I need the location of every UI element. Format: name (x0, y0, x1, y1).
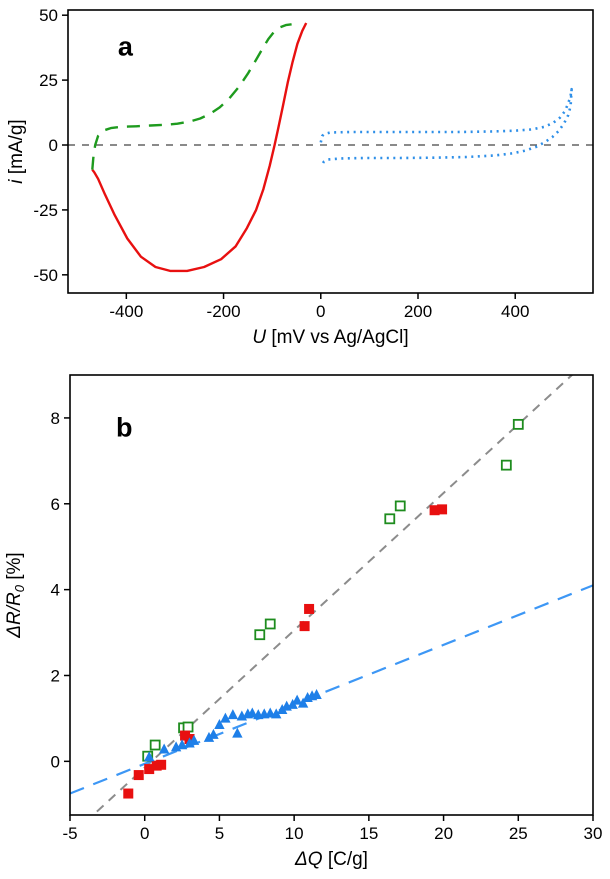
x-tick-label: -400 (109, 302, 143, 321)
x-tick-label: 20 (434, 824, 453, 843)
series-cv-positive-window-blue-dotted (319, 87, 573, 168)
y-tick-label: 2 (51, 666, 60, 685)
panel-label: a (118, 31, 134, 61)
y-tick-label: 50 (39, 6, 58, 25)
y-tick-label: 0 (49, 136, 58, 155)
data-point (297, 697, 309, 708)
y-tick-label: -50 (33, 266, 58, 285)
data-point (276, 704, 288, 715)
x-axis-title: U [mV vs Ag/AgCl] (252, 327, 408, 348)
x-tick-label: 400 (501, 302, 529, 321)
y-tick-label: 4 (51, 581, 60, 600)
fit-line-steep-gray-dashed (96, 375, 574, 813)
data-point (304, 603, 315, 614)
data-point (143, 751, 155, 762)
x-tick-label: 0 (316, 302, 325, 321)
y-axis-title: i [mA/g] (6, 119, 27, 183)
fit-line-shallow-blue-dashed (70, 584, 593, 795)
panel-b-chart: -5 0 5 10 15 20 25 30 0 2 4 6 8 ΔQ [C/g] ΔR/R0 [%] b (0, 362, 610, 879)
x-tick-label: 5 (215, 824, 224, 843)
data-point (394, 500, 406, 512)
data-point (123, 788, 134, 799)
data-point (176, 739, 188, 750)
y-tick-label: 6 (51, 495, 60, 514)
x-tick-label: -200 (207, 302, 241, 321)
data-point (158, 743, 170, 754)
data-point (247, 707, 258, 718)
series-green-open-squares (142, 418, 524, 762)
data-point (149, 739, 161, 751)
y-tick-label: 8 (51, 409, 60, 428)
data-point (188, 734, 200, 745)
data-point (184, 737, 195, 748)
data-point (203, 731, 215, 742)
panel-label: b (116, 413, 133, 443)
x-tick-label: 0 (140, 824, 149, 843)
data-point (512, 418, 524, 430)
data-point (384, 513, 396, 525)
data-point (254, 629, 266, 641)
y-tick-label: 0 (51, 752, 60, 771)
y-tick-label: -25 (33, 201, 58, 220)
data-point (291, 694, 303, 705)
data-point (437, 504, 448, 515)
data-point (232, 727, 243, 738)
data-point (208, 728, 219, 739)
panel-a-chart: -400 -200 0 200 400 -50 -25 0 25 50 U [mV vs Ag/Ag… (0, 0, 610, 362)
plot-frame (69, 374, 594, 816)
data-point (214, 719, 225, 730)
x-tick-label: 15 (359, 824, 378, 843)
x-tick-label: -5 (62, 824, 77, 843)
data-point (311, 689, 322, 700)
series-blue-filled-triangles (143, 689, 322, 762)
x-axis-title: ΔQ [C/g] (294, 849, 368, 870)
plot-frame (67, 9, 594, 294)
series-cv-negative-window-anodic-green-dashed (91, 23, 292, 170)
data-point (182, 721, 194, 733)
data-point (227, 709, 239, 720)
y-tick-label: 25 (39, 71, 58, 90)
data-point (133, 770, 144, 781)
x-tick-label: 25 (509, 824, 528, 843)
series-cv-negative-window-cathodic-red-solid (91, 22, 308, 273)
x-tick-label: 10 (285, 824, 304, 843)
data-point (500, 459, 512, 471)
x-tick-label: 200 (404, 302, 432, 321)
y-axis-title: ΔR/R0 [%] (4, 552, 27, 638)
data-point (156, 759, 167, 770)
series-red-filled-squares (123, 504, 448, 799)
data-point (264, 618, 276, 630)
data-point (271, 708, 282, 719)
x-tick-label: 30 (584, 824, 603, 843)
data-point (299, 621, 310, 632)
data-point (220, 712, 231, 723)
